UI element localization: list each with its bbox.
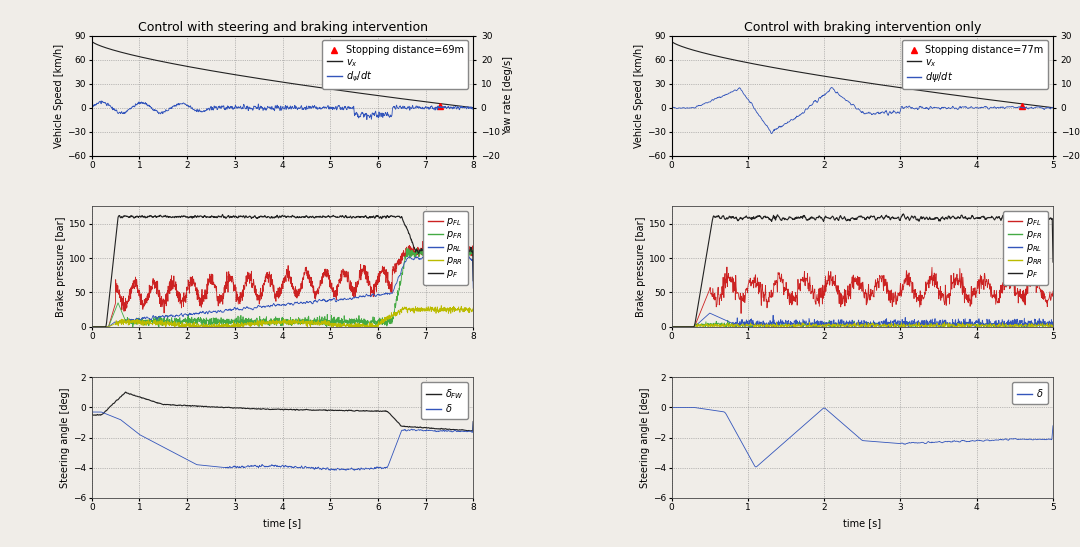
X-axis label: time [s]: time [s] [843, 518, 881, 528]
Title: Control with steering and braking intervention: Control with steering and braking interv… [137, 21, 428, 34]
Legend: $p_{FL}$, $p_{FR}$, $p_{RL}$, $p_{RR}$, $p_F$: $p_{FL}$, $p_{FR}$, $p_{RL}$, $p_{RR}$, … [1003, 211, 1048, 285]
Y-axis label: Steering angle [deg]: Steering angle [deg] [60, 387, 70, 488]
Y-axis label: Vehicle Speed [km/h]: Vehicle Speed [km/h] [54, 44, 65, 148]
Legend: $\delta_{FW}$, $\delta$: $\delta_{FW}$, $\delta$ [421, 382, 469, 419]
Y-axis label: Brake pressure [bar]: Brake pressure [bar] [636, 217, 646, 317]
Title: Control with braking intervention only: Control with braking intervention only [744, 21, 981, 34]
X-axis label: time [s]: time [s] [264, 518, 301, 528]
Legend: $\delta$: $\delta$ [1012, 382, 1048, 404]
Legend: $p_{FL}$, $p_{FR}$, $p_{RL}$, $p_{RR}$, $p_F$: $p_{FL}$, $p_{FR}$, $p_{RL}$, $p_{RR}$, … [423, 211, 469, 285]
Y-axis label: Brake pressure [bar]: Brake pressure [bar] [56, 217, 66, 317]
Y-axis label: Vehicle Speed [km/h]: Vehicle Speed [km/h] [634, 44, 645, 148]
Legend: Stopping distance=69m, $v_x$, $d_{\psi}/dt$: Stopping distance=69m, $v_x$, $d_{\psi}/… [322, 40, 469, 89]
Legend: Stopping distance=77m, $v_x$, $d\psi/dt$: Stopping distance=77m, $v_x$, $d\psi/dt$ [902, 40, 1048, 89]
Y-axis label: Steering angle [deg]: Steering angle [deg] [640, 387, 650, 488]
Y-axis label: Yaw rate [deg/s]: Yaw rate [deg/s] [502, 56, 513, 135]
